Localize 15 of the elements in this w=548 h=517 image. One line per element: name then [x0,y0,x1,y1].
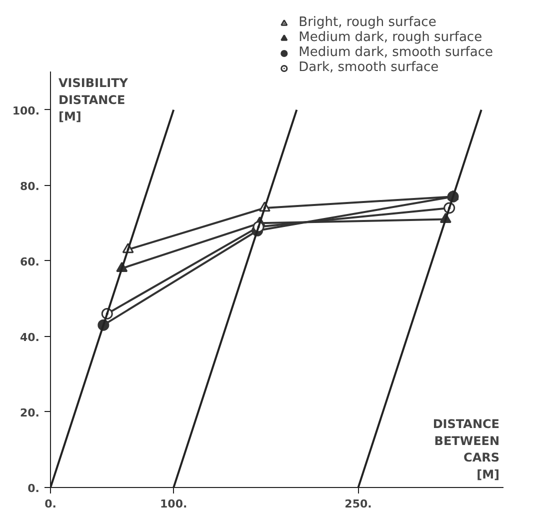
y-tick-label: 100. [12,104,40,118]
y-tick-label: 80. [20,180,40,193]
x-tick-label: 100. [160,498,188,510]
legend-label: Bright, rough surface [298,15,436,30]
y-tick-label: 40. [20,330,40,344]
y-tick-label: 60. [20,255,40,268]
x-tick-label: 0. [44,498,56,510]
y-axis-title: VISIBILITY DISTANCE [M] [58,76,128,124]
y-tick-label: 20. [20,406,40,420]
x-axis-title: DISTANCE BETWEEN CARS [M] [432,417,500,482]
y-tick-label: 0. [28,482,40,495]
legend-label: Medium dark, smooth surface [298,45,493,60]
legend-label: Dark, smooth surface [298,60,439,75]
legend-label: Medium dark, rough surface [298,30,482,45]
x-tick-label: 250. [344,498,372,510]
